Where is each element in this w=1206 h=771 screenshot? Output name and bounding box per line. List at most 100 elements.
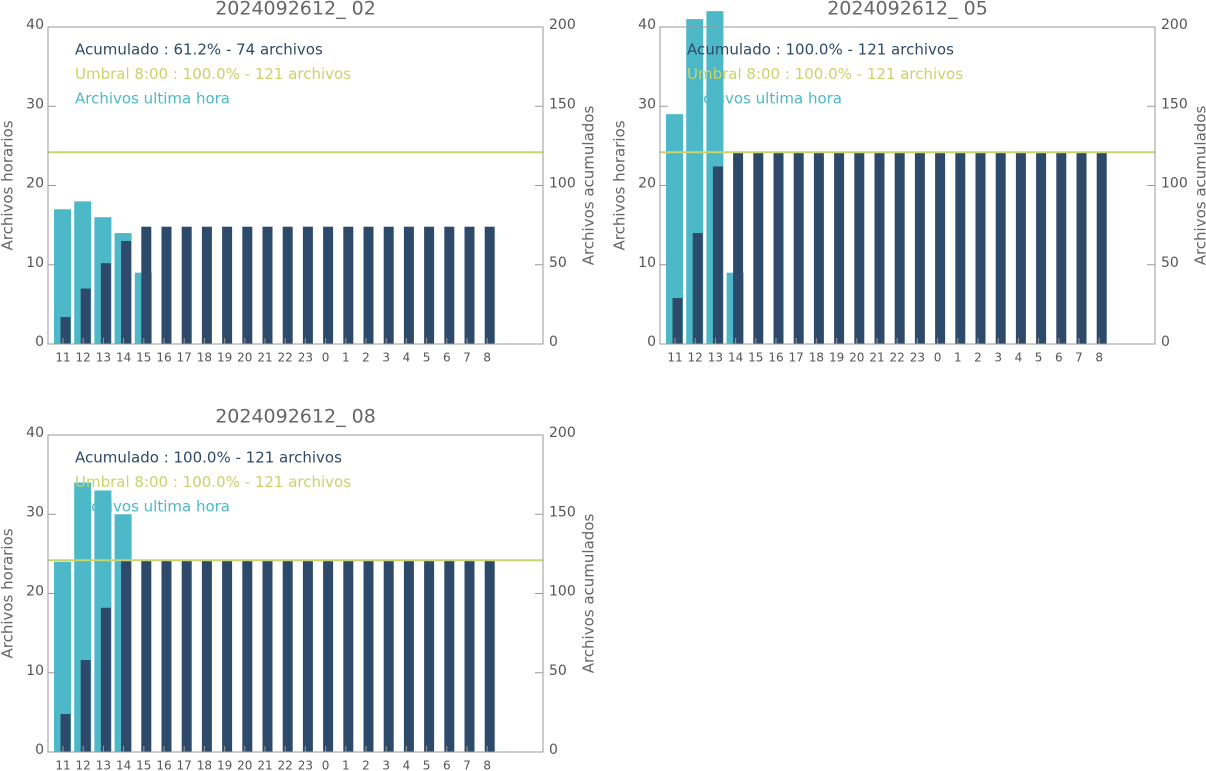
x-tick-label: 2: [362, 759, 370, 771]
x-tick-label: 0: [322, 759, 330, 771]
cumulative-bar: [343, 560, 354, 752]
cumulative-bar: [1076, 152, 1087, 344]
legend-entry: Umbral 8:00 : 100.0% - 121 archivos: [75, 65, 351, 83]
x-tick-label: 12: [76, 351, 91, 365]
cumulative-bar: [222, 560, 233, 752]
x-tick-label: 6: [443, 351, 451, 365]
x-tick-label: 7: [463, 759, 471, 771]
x-tick-label: 21: [869, 351, 884, 365]
x-tick-label: 17: [789, 351, 804, 365]
cumulative-bar: [60, 713, 71, 752]
cumulative-bar: [1015, 152, 1026, 344]
y2-axis-label: Archivos acumulados: [580, 514, 598, 674]
y-tick-label: 20: [638, 176, 656, 192]
x-tick-label: 8: [1095, 351, 1103, 365]
y-tick-label: 20: [26, 176, 44, 192]
cumulative-bar: [464, 560, 475, 752]
x-tick-label: 4: [403, 759, 411, 771]
cumulative-bar: [100, 607, 111, 752]
y-tick-label: 10: [26, 255, 44, 271]
chart-title: 2024092612_ 08: [215, 406, 376, 428]
cumulative-bar: [222, 226, 233, 344]
x-tick-label: 7: [1075, 351, 1083, 365]
x-tick-label: 21: [257, 351, 272, 365]
x-tick-label: 23: [298, 351, 313, 365]
cumulative-bar: [995, 152, 1006, 344]
cumulative-bar: [975, 152, 986, 344]
cumulative-bar: [894, 152, 905, 344]
y2-tick-label: 0: [1161, 334, 1170, 350]
y2-tick-label: 100: [549, 584, 576, 600]
cumulative-bar: [834, 152, 845, 344]
cumulative-bar: [141, 226, 152, 344]
cumulative-bar: [121, 240, 132, 344]
y2-tick-label: 200: [549, 17, 576, 33]
cumulative-bar: [201, 560, 212, 752]
x-tick-label: 16: [156, 759, 171, 771]
legend-entry: Acumulado : 100.0% - 121 archivos: [687, 41, 954, 59]
x-tick-label: 18: [197, 351, 212, 365]
cumulative-bar: [733, 152, 744, 344]
x-tick-label: 20: [849, 351, 864, 365]
chart-title: 2024092612_ 02: [215, 0, 376, 20]
x-tick-label: 15: [748, 351, 763, 365]
cumulative-bar: [813, 152, 824, 344]
y-tick-label: 0: [35, 334, 44, 350]
x-tick-label: 3: [382, 351, 390, 365]
cumulative-bar: [1036, 152, 1047, 344]
y-tick-label: 20: [26, 584, 44, 600]
y2-tick-label: 150: [1161, 96, 1188, 112]
chart-title: 2024092612_ 05: [827, 0, 988, 20]
y-tick-label: 0: [35, 742, 44, 758]
cumulative-bar: [282, 226, 293, 344]
hourly-bar: [54, 209, 71, 344]
cumulative-bar: [181, 226, 192, 344]
cumulative-bar: [914, 152, 925, 344]
y2-tick-label: 100: [1161, 176, 1188, 192]
cumulative-bar: [141, 560, 152, 752]
x-tick-label: 22: [278, 759, 293, 771]
y2-tick-label: 150: [549, 96, 576, 112]
x-tick-label: 7: [463, 351, 471, 365]
y-tick-label: 40: [638, 17, 656, 33]
cumulative-bar: [712, 166, 723, 344]
cumulative-bar: [242, 560, 253, 752]
cumulative-bar: [484, 226, 495, 344]
y-tick-label: 40: [26, 425, 44, 441]
x-tick-label: 13: [96, 759, 111, 771]
cumulative-bar: [424, 560, 435, 752]
x-tick-label: 5: [423, 759, 431, 771]
y-tick-label: 10: [638, 255, 656, 271]
cumulative-bar: [1056, 152, 1067, 344]
legend-entry: Umbral 8:00 : 100.0% - 121 archivos: [687, 65, 963, 83]
x-tick-label: 19: [217, 759, 232, 771]
legend-entry: Acumulado : 100.0% - 121 archivos: [75, 449, 342, 467]
y2-tick-label: 50: [1161, 255, 1179, 271]
x-tick-label: 2: [974, 351, 982, 365]
cumulative-bar: [302, 226, 313, 344]
x-tick-label: 19: [829, 351, 844, 365]
legend-entry: Umbral 8:00 : 100.0% - 121 archivos: [75, 473, 351, 491]
x-tick-label: 8: [483, 351, 491, 365]
y2-tick-label: 150: [549, 504, 576, 520]
x-tick-label: 13: [96, 351, 111, 365]
x-tick-label: 14: [728, 351, 743, 365]
cumulative-bar: [201, 226, 212, 344]
x-tick-label: 15: [136, 351, 151, 365]
x-tick-label: 19: [217, 351, 232, 365]
cumulative-bar: [161, 226, 172, 344]
x-tick-label: 13: [708, 351, 723, 365]
x-tick-label: 14: [116, 351, 131, 365]
cumulative-bar: [262, 226, 273, 344]
x-tick-label: 11: [55, 759, 70, 771]
cumulative-bar: [444, 226, 455, 344]
x-tick-label: 21: [257, 759, 272, 771]
cumulative-bar: [773, 152, 784, 344]
cumulative-bar: [403, 226, 414, 344]
x-tick-label: 22: [890, 351, 905, 365]
cumulative-bar: [935, 152, 946, 344]
x-tick-label: 11: [667, 351, 682, 365]
x-tick-label: 17: [177, 351, 192, 365]
cumulative-bar: [854, 152, 865, 344]
